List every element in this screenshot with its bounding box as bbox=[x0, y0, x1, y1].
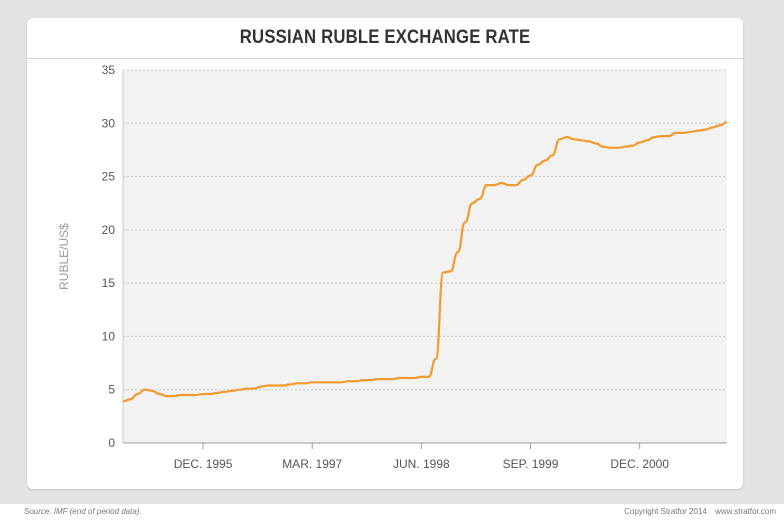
y-tick-labels: 0 5 10 15 20 25 30 35 bbox=[102, 63, 116, 450]
series-line-exchange-rate bbox=[122, 121, 728, 403]
y-tick-label-5: 5 bbox=[108, 383, 115, 397]
chart-svg: 0 5 10 15 20 25 30 35 DEC. 1995 MAR. 1997 JUN. 19… bbox=[57, 63, 728, 471]
y-tick-label-25: 25 bbox=[102, 170, 116, 184]
source-note: Source: IMF (end of period data). bbox=[24, 507, 142, 516]
y-axis-label: RUBLE/US$ bbox=[57, 223, 71, 290]
x-tick-label: SEP. 1999 bbox=[503, 457, 559, 471]
footer-credits: Copyright Stratfor 2014 www.stratfor.com bbox=[618, 507, 776, 516]
x-tick-label: MAR. 1997 bbox=[282, 457, 342, 471]
y-tick-label-30: 30 bbox=[102, 116, 116, 130]
x-ticks: DEC. 1995 MAR. 1997 JUN. 1998 SEP. 1999 DEC.… bbox=[174, 443, 669, 471]
chart-title: RUSSIAN RUBLE EXCHANGE RATE bbox=[239, 27, 531, 48]
x-tick-label: DEC. 1995 bbox=[174, 457, 233, 471]
plot-area bbox=[123, 70, 727, 443]
y-tick-label-15: 15 bbox=[102, 276, 116, 290]
grid-lines bbox=[123, 69, 727, 391]
x-tick-label: JUN. 1998 bbox=[393, 457, 450, 471]
y-tick-label-0: 0 bbox=[108, 436, 115, 450]
title-bar: RUSSIAN RUBLE EXCHANGE RATE bbox=[27, 18, 743, 59]
copyright-text: Copyright Stratfor 2014 bbox=[624, 507, 707, 516]
website-link[interactable]: www.stratfor.com bbox=[715, 507, 776, 516]
y-tick-label-10: 10 bbox=[102, 329, 116, 343]
y-tick-label-20: 20 bbox=[102, 223, 116, 237]
x-tick-label: DEC. 2000 bbox=[610, 457, 669, 471]
y-tick-label-35: 35 bbox=[102, 63, 116, 77]
